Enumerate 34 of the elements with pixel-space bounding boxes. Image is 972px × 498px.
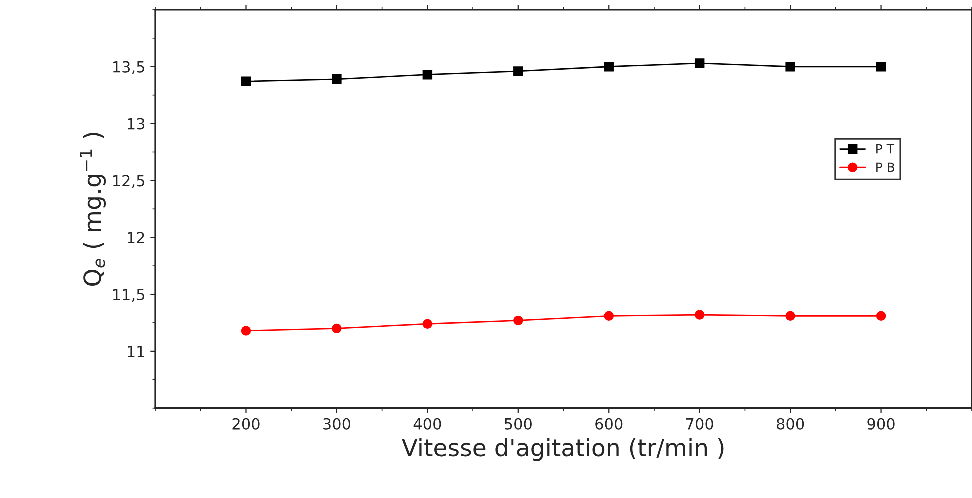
x-tick-label: 900 xyxy=(868,418,895,430)
y-tick-label: 13,5 xyxy=(113,61,144,74)
x-tick-label: 200 xyxy=(232,418,260,430)
x-tick-label: 800 xyxy=(777,418,804,430)
x-tick-label: 600 xyxy=(596,418,623,430)
x-tick-label: 400 xyxy=(414,418,442,430)
y-axis-title: Q$_{e}$ ( mg.g$^{−1}$ ) xyxy=(80,133,106,286)
point xyxy=(514,316,524,326)
y-tick-label: 12 xyxy=(128,232,144,244)
y-tick-label: 13 xyxy=(128,118,145,130)
x-tick-label: 700 xyxy=(686,418,714,430)
point xyxy=(332,74,342,84)
point xyxy=(332,324,342,334)
y-tick-label: 11 xyxy=(128,346,144,358)
x-tick-label: 300 xyxy=(324,418,351,430)
legend-label: P B xyxy=(876,162,895,172)
point xyxy=(876,311,886,322)
point xyxy=(514,66,524,76)
point xyxy=(422,70,433,80)
point xyxy=(604,62,614,72)
point xyxy=(876,62,886,72)
point xyxy=(422,319,433,329)
point xyxy=(241,76,252,87)
point xyxy=(786,62,796,72)
x-axis-title: Vitesse d'agitation (tr/min ) xyxy=(402,438,724,462)
y-tick-label: 12,5 xyxy=(113,175,144,188)
y-tick-label: 11,5 xyxy=(113,289,144,302)
point xyxy=(241,326,252,336)
x-tick-label: 500 xyxy=(505,418,532,430)
point xyxy=(694,310,705,320)
point xyxy=(786,311,796,322)
legend-label: P T xyxy=(876,144,895,154)
point xyxy=(694,58,705,68)
point xyxy=(604,311,614,322)
